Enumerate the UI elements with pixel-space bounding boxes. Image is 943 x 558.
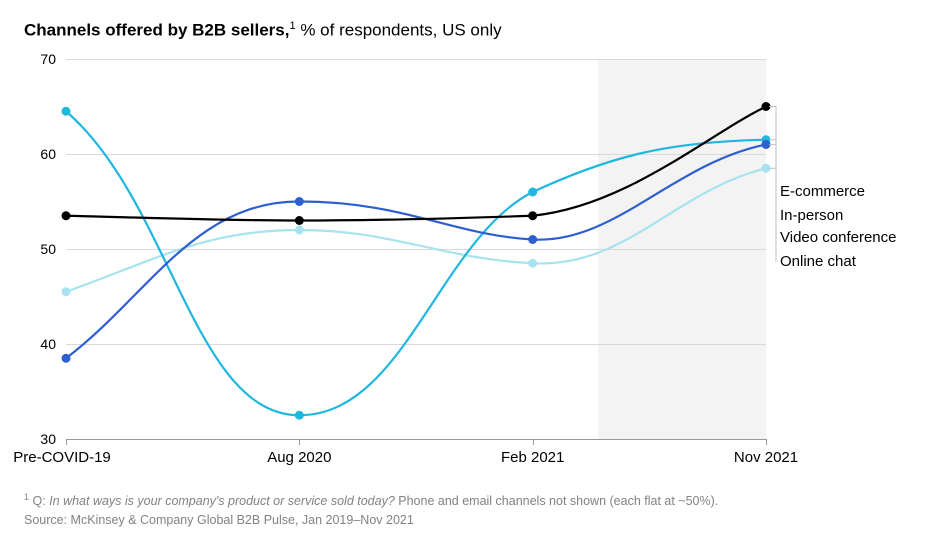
series-label-e-commerce: E-commerce [780, 183, 865, 200]
series-marker [62, 287, 71, 296]
series-marker [62, 211, 71, 220]
chart-footnotes: 1 Q: In what ways is your company's prod… [24, 491, 919, 530]
label-connector [769, 144, 776, 216]
series-marker [295, 216, 304, 225]
series-label-video-conference: Video conference [780, 229, 896, 246]
series-line-video-conference [66, 111, 766, 415]
chart-title-bold: Channels offered by B2B sellers, [24, 21, 289, 40]
footnote-line-1: 1 Q: In what ways is your company's prod… [24, 491, 919, 511]
footnote-q-italic: In what ways is your company's product o… [49, 494, 395, 508]
series-label-in-person: In-person [780, 207, 843, 224]
label-connector [769, 139, 776, 237]
series-label-online-chat: Online chat [780, 253, 856, 270]
chart-title: Channels offered by B2B sellers,1 % of r… [24, 20, 919, 41]
series-marker [528, 235, 537, 244]
series-marker [295, 197, 304, 206]
footnote-source: Source: McKinsey & Company Global B2B Pu… [24, 511, 919, 530]
footnote-q-prefix: Q: [29, 494, 49, 508]
chart-title-rest: % of respondents, US only [296, 21, 502, 40]
series-marker [528, 211, 537, 220]
label-connector [769, 168, 776, 262]
series-marker [528, 187, 537, 196]
chart-container: Channels offered by B2B sellers,1 % of r… [0, 0, 943, 541]
chart-plot-area: 3040506070Pre-COVID-19Aug 2020Feb 2021No… [24, 59, 919, 479]
series-marker [528, 258, 537, 267]
footnote-q-rest: Phone and email channels not shown (each… [395, 494, 718, 508]
series-marker [295, 225, 304, 234]
series-marker [62, 353, 71, 362]
series-marker [295, 410, 304, 419]
series-marker [62, 106, 71, 115]
label-connector [769, 106, 776, 192]
series-line-e-commerce [66, 106, 766, 220]
